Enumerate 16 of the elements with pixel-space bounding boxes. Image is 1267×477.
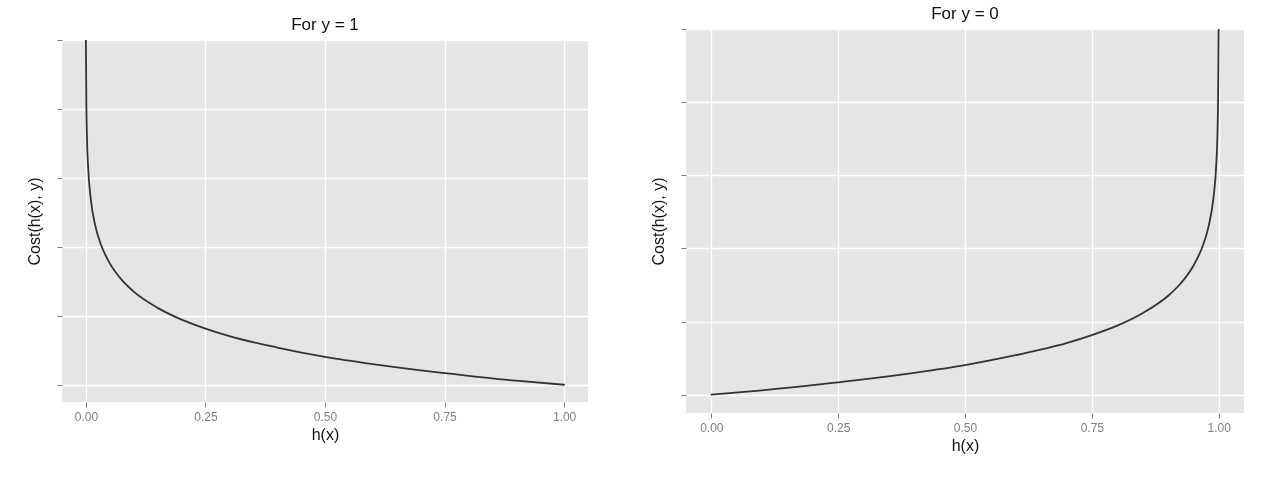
chart-title: For y = 0 xyxy=(931,3,999,23)
chart-title: For y = 1 xyxy=(291,14,359,34)
x-tick-label: 0.50 xyxy=(313,409,338,424)
x-tick-label: 0.25 xyxy=(194,409,218,424)
x-tick-label: 1.00 xyxy=(552,409,577,424)
x-tick-label: 0.50 xyxy=(953,420,978,435)
y-axis-title: Cost(h(x), y) xyxy=(650,177,667,266)
x-axis-title: h(x) xyxy=(951,436,980,454)
x-axis-title: h(x) xyxy=(311,425,340,443)
x-tick-label: 1.00 xyxy=(1207,420,1232,435)
x-tick-label: 0.00 xyxy=(74,409,99,424)
x-tick-label: 0.75 xyxy=(1080,420,1105,435)
x-tick-label: 0.75 xyxy=(433,409,458,424)
x-tick-label: 0.25 xyxy=(827,420,851,435)
y-axis-title: Cost(h(x), y) xyxy=(26,177,43,266)
x-tick-label: 0.00 xyxy=(700,420,724,435)
